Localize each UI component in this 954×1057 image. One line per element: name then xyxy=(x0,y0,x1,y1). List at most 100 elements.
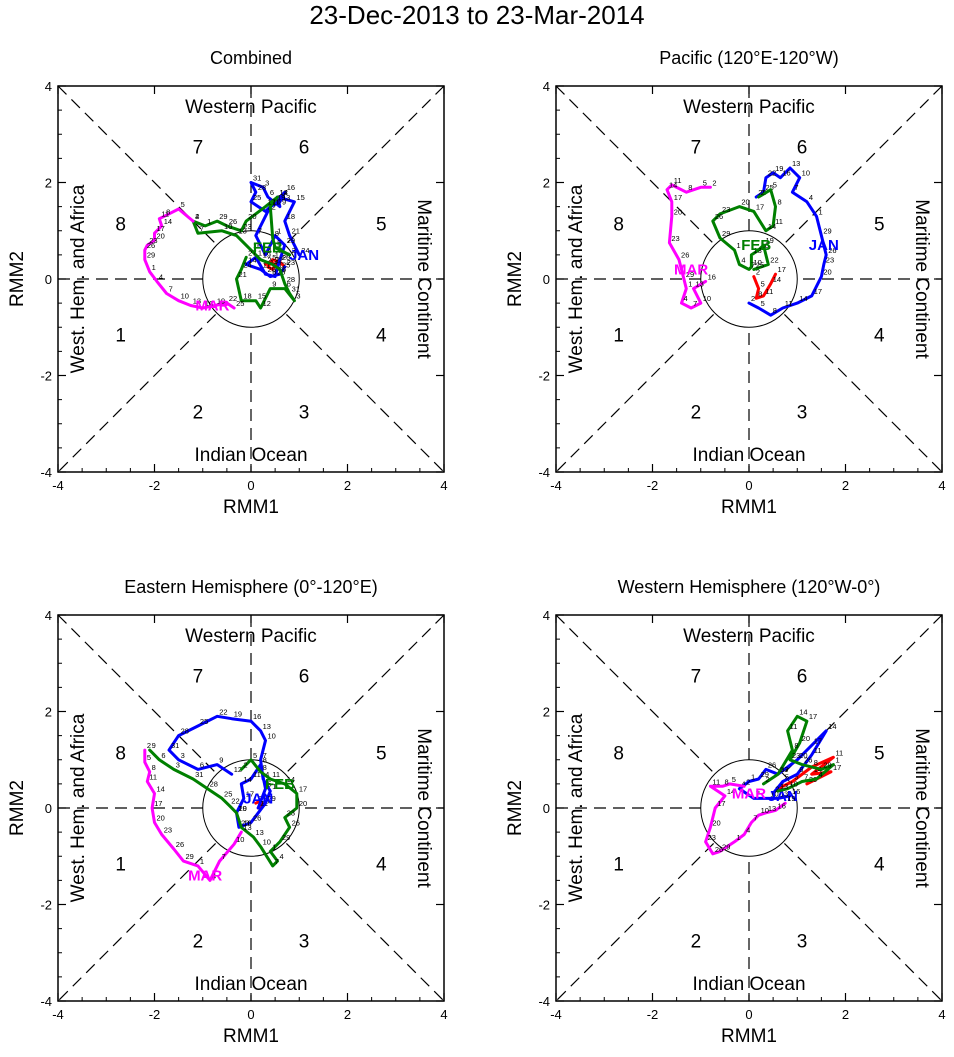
day-label-feb: 14 xyxy=(287,775,295,784)
day-label-feb: 13 xyxy=(255,828,263,837)
day-label-feb: 11 xyxy=(272,198,280,207)
x-axis-label: RMM1 xyxy=(721,1026,777,1047)
day-label-mar: 5 xyxy=(732,775,736,784)
day-label-jan: 7 xyxy=(263,751,267,760)
day-label-feb: 19 xyxy=(239,804,247,813)
day-label-mar: 7 xyxy=(169,284,173,293)
day-label-mar: 19 xyxy=(217,297,225,306)
day-label-mar: 2 xyxy=(147,741,151,750)
day-label-jan: 8 xyxy=(773,306,777,315)
month-label-mar: MAR xyxy=(674,261,708,278)
day-label-mar: 22 xyxy=(229,294,237,303)
region-label-top: Western Pacific xyxy=(683,626,815,647)
y-tick-label: -4 xyxy=(538,994,550,1009)
day-label-mar: 2 xyxy=(746,777,750,786)
series-line-dec xyxy=(752,272,777,300)
region-label-left: West. Hem. and Africa xyxy=(68,184,89,373)
day-label-jan: 4 xyxy=(809,193,813,202)
day-label-dec: 5 xyxy=(761,280,765,289)
day-label-mar: 10 xyxy=(181,292,189,301)
x-tick-label: 2 xyxy=(842,1007,849,1022)
day-label-jan: 5 xyxy=(785,772,789,781)
day-label-feb: 8 xyxy=(794,741,798,750)
day-label-feb: 10 xyxy=(224,222,232,231)
day-label-jan: 5 xyxy=(267,780,271,789)
day-label-mar: 7 xyxy=(693,299,697,308)
day-label-jan: 13 xyxy=(792,159,800,168)
day-label-mar: 1 xyxy=(152,263,156,272)
x-tick-label: 0 xyxy=(745,1007,752,1022)
day-label-jan: 25 xyxy=(765,183,773,192)
day-label-jan: 13 xyxy=(282,193,290,202)
day-label-feb: 1 xyxy=(737,241,741,250)
day-label-mar: 13 xyxy=(193,297,201,306)
day-label-feb: 29 xyxy=(722,229,730,238)
day-label-mar: 23 xyxy=(149,236,157,245)
day-label-mar: 8 xyxy=(688,183,692,192)
day-label-mar: 11 xyxy=(712,777,720,786)
day-label-jan: 2 xyxy=(751,294,755,303)
day-label-jan: 31 xyxy=(253,174,261,183)
phase-label-5: 5 xyxy=(376,215,387,236)
day-label-jan: 4 xyxy=(267,246,271,255)
day-label-feb: 19 xyxy=(765,236,773,245)
day-label-mar: 16 xyxy=(778,801,786,810)
x-tick-label: 0 xyxy=(247,1007,254,1022)
day-label-mar: 19 xyxy=(787,794,795,803)
day-label-feb: 13 xyxy=(780,782,788,791)
month-label-jan: JAN xyxy=(243,790,273,807)
day-label-feb: 23 xyxy=(792,751,800,760)
day-label-jan: 3 xyxy=(265,178,269,187)
day-label-mar: 13 xyxy=(768,804,776,813)
day-label-dec: 8 xyxy=(758,289,762,298)
day-label-mar: 5 xyxy=(181,200,185,209)
region-label-right: Maritime Continent xyxy=(413,728,434,888)
day-label-jan: 15 xyxy=(296,193,304,202)
day-label-dec: 17 xyxy=(778,265,786,274)
day-label-mar: 23 xyxy=(671,234,679,243)
day-label-feb: 3 xyxy=(176,760,180,769)
day-label-jan: 29 xyxy=(267,794,275,803)
y-tick-label: 0 xyxy=(45,272,52,287)
region-label-bottom: Indian Ocean xyxy=(194,974,307,995)
day-label-dec: 11 xyxy=(835,748,843,757)
day-label-jan: 28 xyxy=(758,188,766,197)
day-label-mar: 17 xyxy=(154,799,162,808)
series-line-dec xyxy=(776,755,835,791)
day-label-feb: 7 xyxy=(200,224,204,233)
day-label-jan: 7 xyxy=(756,789,760,798)
month-label-feb: FEB xyxy=(253,240,283,257)
day-label-mar: 26 xyxy=(147,241,155,250)
phase-label-7: 7 xyxy=(193,666,204,687)
day-label-jan: 3 xyxy=(181,751,185,760)
day-label-mar: 7 xyxy=(222,852,226,861)
region-label-right: Maritime Continent xyxy=(911,199,932,359)
day-label-mar: 10 xyxy=(761,806,769,815)
day-label-mar: 14 xyxy=(157,785,165,794)
phase-label-1: 1 xyxy=(115,854,126,875)
y-tick-label: 2 xyxy=(543,176,550,191)
x-tick-label: -4 xyxy=(52,478,64,493)
day-label-dec: 2 xyxy=(756,268,760,277)
day-label-jan: 12 xyxy=(234,765,242,774)
day-label-mar: 10 xyxy=(703,294,711,303)
y-tick-label: -2 xyxy=(40,369,52,384)
day-label-jan: 11 xyxy=(253,770,261,779)
phase-label-3: 3 xyxy=(299,403,310,424)
day-label-dec: 8 xyxy=(814,758,818,767)
series-line-feb xyxy=(191,195,296,310)
day-label-feb: 25 xyxy=(756,260,764,269)
day-label-feb: 22 xyxy=(275,256,283,265)
month-label-mar: MAR xyxy=(732,786,766,803)
day-label-feb: 20 xyxy=(741,198,749,207)
phase-label-1: 1 xyxy=(115,325,126,346)
day-label-feb: 5 xyxy=(277,239,281,248)
day-label-jan: 1 xyxy=(751,772,755,781)
day-label-feb: 29 xyxy=(823,760,831,769)
day-label-feb: 28 xyxy=(210,780,218,789)
day-label-mar: 14 xyxy=(727,787,735,796)
day-label-feb: 4 xyxy=(819,770,823,779)
phase-label-2: 2 xyxy=(193,932,204,953)
day-label-mar: 20 xyxy=(157,231,165,240)
